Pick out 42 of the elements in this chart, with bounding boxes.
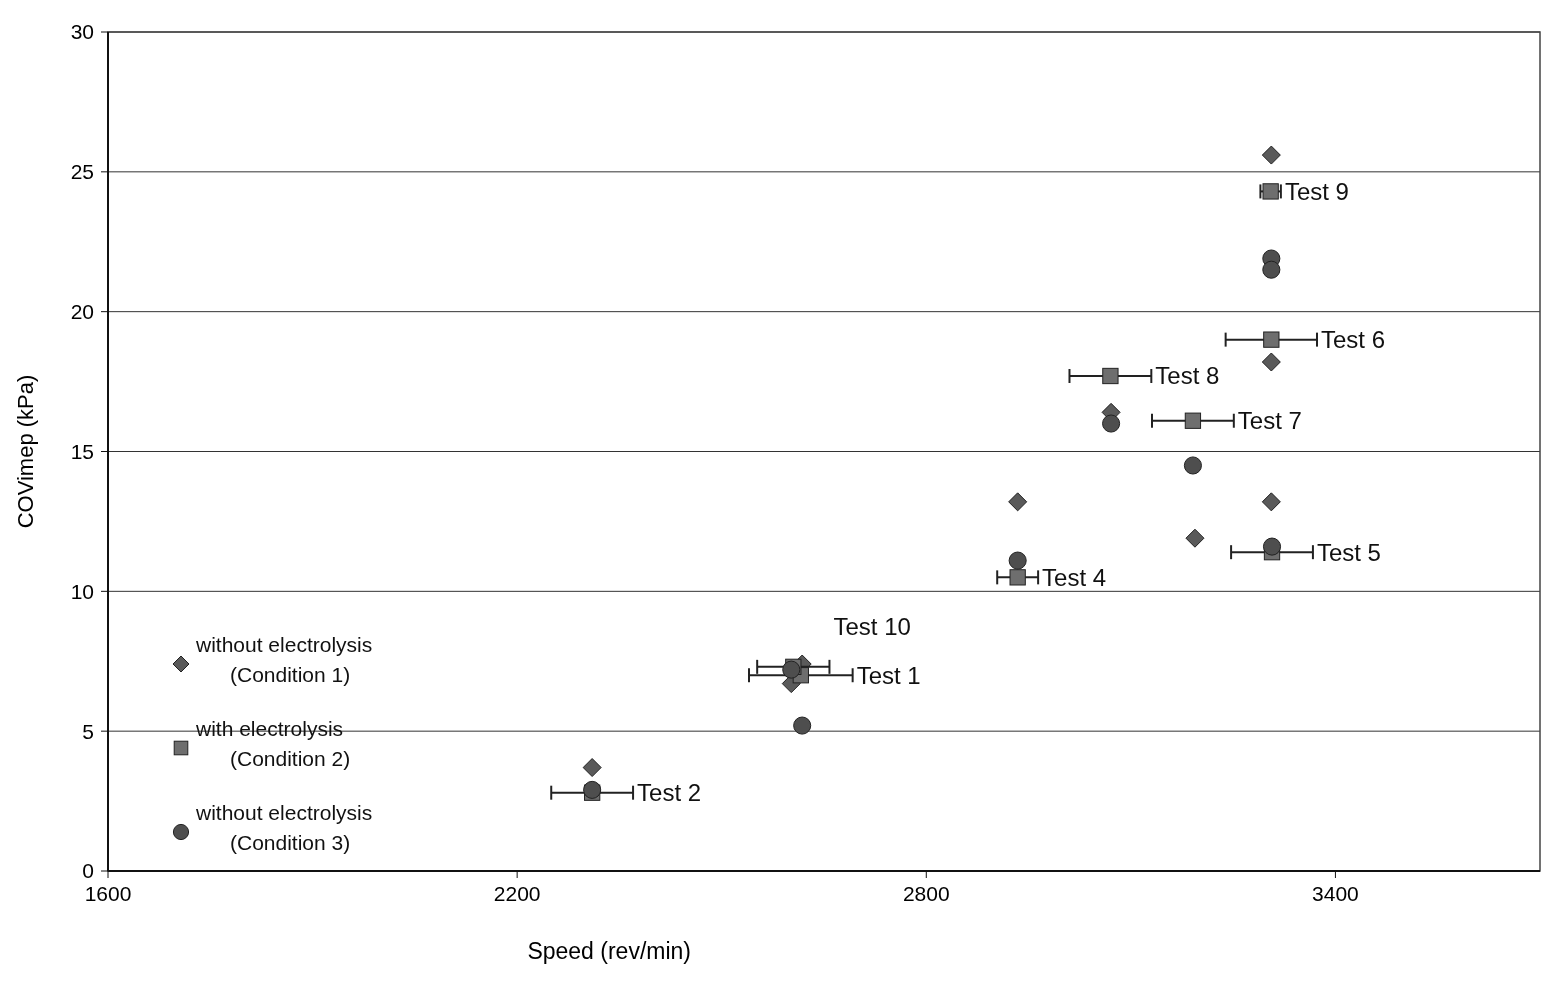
annotation: Test 7 [1237,407,1302,435]
point [1009,569,1026,586]
x-axis-title: Speed (rev/min) [527,938,692,964]
point [1102,414,1121,433]
y-tick-label: 0 [82,859,94,883]
x-tick-label: 3400 [1312,882,1359,905]
x-tick-label: 2200 [493,882,541,905]
y-tick-label: 10 [70,579,94,603]
point [583,780,602,799]
x-tick-label: 1600 [84,882,132,905]
annotation: Test 5 [1316,538,1381,566]
annotation: Test 1 [856,661,921,689]
annotation: Test 2 [637,779,702,807]
annotation: Test 10 [833,613,911,641]
point [1183,456,1202,475]
point [1261,145,1281,165]
annotation: Test 8 [1155,362,1220,390]
point [1102,367,1119,385]
point [1261,352,1281,372]
point [1185,528,1205,548]
x-tick-label: 2800 [902,882,950,905]
point [1262,537,1282,556]
point [1008,551,1027,570]
point [1263,331,1280,348]
annotation: Test 6 [1321,326,1386,354]
y-tick-label: 15 [70,439,94,463]
point [1262,260,1281,279]
point [793,716,812,735]
y-axis-title: COVimep (kPa) [13,374,38,529]
y-tick-label: 5 [82,719,94,743]
y-tick-label: 20 [70,300,94,324]
y-tick-label: 25 [70,160,94,184]
point [1261,492,1281,512]
legend-label: without electrolysis (Condition 1) [195,633,373,686]
y-tick-label: 30 [70,20,94,44]
point [582,758,602,778]
annotation: Test 9 [1284,177,1349,205]
annotation: Test 4 [1042,563,1107,591]
point [782,660,801,679]
point [1184,412,1202,429]
point [1008,492,1028,512]
legend-label: without electrolysis (Condition 3) [195,801,373,854]
